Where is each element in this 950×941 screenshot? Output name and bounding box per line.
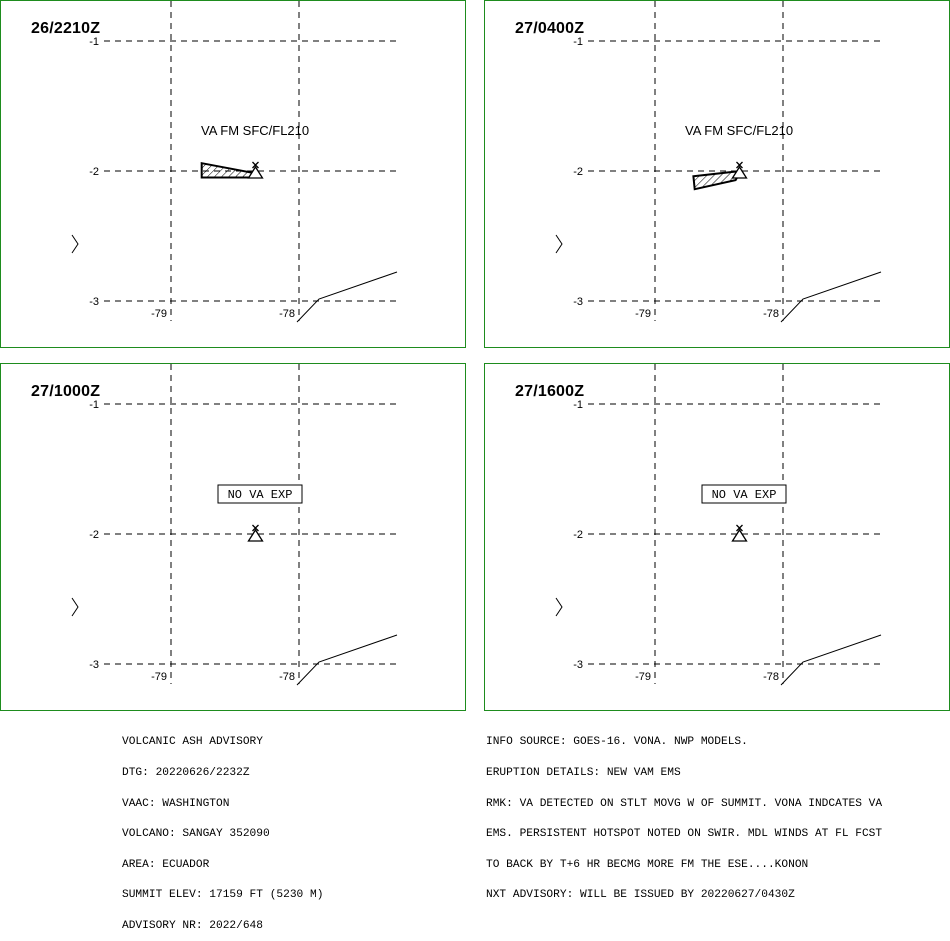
ash-cloud-polygon — [692, 169, 743, 191]
panel-timestamp: 27/1600Z — [515, 383, 585, 400]
border-line — [780, 271, 882, 323]
longitude-label: -79 — [635, 308, 651, 320]
no-ash-box — [217, 484, 303, 504]
longitude-label: -78 — [279, 308, 295, 320]
ash-cloud-polygon — [200, 161, 260, 179]
map-panel-3: -1 -2 -3 -79 -78 NO VA EXP 27/1000Z — [0, 363, 466, 711]
map-svg: -1 -2 -3 -79 -78 VA FM SFC/FL210 — [555, 1, 883, 323]
ash-label: VA FM SFC/FL210 — [201, 123, 309, 138]
coastline — [555, 234, 563, 254]
latitude-label: -2 — [573, 529, 583, 541]
panel-timestamp: 27/0400Z — [515, 20, 585, 37]
latitude-label: -3 — [573, 296, 583, 308]
advisory-line: SUMMIT ELEV: 17159 FT (5230 M) — [122, 889, 324, 902]
panel-timestamp: 26/2210Z — [31, 20, 101, 37]
longitude-label: -79 — [151, 308, 167, 320]
advisory-line: VOLCANIC ASH ADVISORY — [122, 736, 263, 749]
longitude-label: -79 — [151, 671, 167, 683]
latitude-label: -3 — [89, 659, 99, 671]
volcano-icon — [247, 161, 264, 179]
advisory-line: ERUPTION DETAILS: NEW VAM EMS — [486, 767, 681, 780]
map-svg: -1 -2 -3 -79 -78 NO VA EXP — [555, 364, 883, 686]
map-panel-4: -1 -2 -3 -79 -78 NO VA EXP 27/1600Z — [484, 363, 950, 711]
latitude-label: -2 — [573, 166, 583, 178]
longitude-label: -78 — [763, 308, 779, 320]
advisory-line: VAAC: WASHINGTON — [122, 797, 230, 810]
latitude-label: -1 — [573, 36, 583, 48]
volcano-icon — [731, 524, 748, 542]
coastline — [71, 234, 79, 254]
ash-label: NO VA EXP — [712, 488, 777, 502]
advisory-line: NXT ADVISORY: WILL BE ISSUED BY 20220627… — [486, 889, 795, 902]
latitude-label: -1 — [573, 399, 583, 411]
map-panel-1: -1 -2 -3 -79 -78 VA FM SFC/FL210 26/2210Z — [0, 0, 466, 348]
advisory-line: VOLCANO: SANGAY 352090 — [122, 828, 270, 841]
latitude-label: -3 — [89, 296, 99, 308]
latitude-label: -2 — [89, 166, 99, 178]
map-svg: -1 -2 -3 -79 -78 NO VA EXP — [71, 364, 399, 686]
latitude-label: -3 — [573, 659, 583, 671]
map-svg: -1 -2 -3 -79 -78 VA FM SFC/FL210 — [71, 1, 399, 323]
border-line — [296, 271, 398, 323]
advisory-line: DTG: 20220626/2232Z — [122, 767, 250, 780]
coastline — [555, 597, 563, 617]
border-line — [780, 634, 882, 686]
no-ash-box — [701, 484, 787, 504]
coastline — [71, 597, 79, 617]
ash-label: VA FM SFC/FL210 — [685, 123, 793, 138]
latitude-label: -1 — [89, 399, 99, 411]
map-panel-2: -1 -2 -3 -79 -78 VA FM SFC/FL210 27/0400Z — [484, 0, 950, 348]
latitude-label: -1 — [89, 36, 99, 48]
volcano-icon — [247, 524, 264, 542]
advisory-line: INFO SOURCE: GOES-16. VONA. NWP MODELS. — [486, 736, 748, 749]
panel-timestamp: 27/1000Z — [31, 383, 101, 400]
latitude-label: -2 — [89, 529, 99, 541]
advisory-info-left: VOLCANIC ASH ADVISORY DTG: 20220626/2232… — [122, 717, 323, 941]
longitude-label: -78 — [279, 671, 295, 683]
longitude-label: -79 — [635, 671, 651, 683]
ash-label: NO VA EXP — [228, 488, 293, 502]
border-line — [296, 634, 398, 686]
advisory-line: EMS. PERSISTENT HOTSPOT NOTED ON SWIR. M… — [486, 828, 883, 841]
advisory-line: RMK: VA DETECTED ON STLT MOVG W OF SUMMI… — [486, 797, 883, 810]
advisory-line: AREA: ECUADOR — [122, 858, 210, 871]
advisory-info-right: INFO SOURCE: GOES-16. VONA. NWP MODELS. … — [486, 717, 882, 911]
advisory-line: TO BACK BY T+6 HR BECMG MORE FM THE ESE.… — [486, 858, 809, 871]
volcano-icon — [731, 161, 748, 179]
longitude-label: -78 — [763, 671, 779, 683]
advisory-line: ADVISORY NR: 2022/648 — [122, 920, 263, 933]
